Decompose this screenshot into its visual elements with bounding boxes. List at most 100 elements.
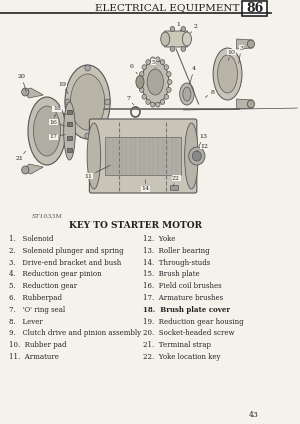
FancyBboxPatch shape [164, 31, 188, 47]
Text: 9: 9 [183, 106, 300, 111]
Ellipse shape [184, 123, 198, 189]
Ellipse shape [218, 55, 238, 93]
Circle shape [142, 65, 146, 70]
Ellipse shape [136, 75, 144, 89]
Ellipse shape [213, 48, 242, 100]
Text: 18: 18 [54, 106, 62, 117]
Circle shape [167, 87, 171, 92]
Text: 20: 20 [18, 75, 26, 91]
Text: 4: 4 [190, 67, 196, 84]
Circle shape [146, 99, 150, 104]
Circle shape [170, 47, 175, 51]
Circle shape [189, 147, 205, 165]
Polygon shape [237, 99, 253, 109]
Text: 86: 86 [246, 2, 263, 15]
Text: 16.  Field coil brushes: 16. Field coil brushes [143, 282, 221, 290]
Text: 2: 2 [190, 25, 198, 33]
Text: 4.   Reduction gear pinion: 4. Reduction gear pinion [9, 271, 102, 279]
Circle shape [181, 26, 185, 31]
Text: 2.   Solenoid plunger and spring: 2. Solenoid plunger and spring [9, 247, 124, 255]
Text: ELECTRICAL EQUIPMENT: ELECTRICAL EQUIPMENT [95, 3, 239, 12]
Circle shape [167, 72, 171, 77]
Circle shape [151, 102, 155, 107]
Circle shape [85, 133, 90, 139]
Text: 10.  Rubber pad: 10. Rubber pad [9, 341, 67, 349]
Text: 18.  Brush plate cover: 18. Brush plate cover [143, 306, 230, 314]
FancyBboxPatch shape [89, 119, 197, 193]
Circle shape [65, 99, 70, 105]
FancyBboxPatch shape [67, 110, 72, 114]
Ellipse shape [64, 102, 75, 160]
Ellipse shape [183, 87, 191, 101]
Text: 17: 17 [49, 134, 65, 139]
Circle shape [156, 102, 160, 107]
Text: 10: 10 [227, 50, 235, 60]
Text: 21.  Terminal strap: 21. Terminal strap [143, 341, 211, 349]
Text: 43: 43 [249, 411, 259, 419]
Text: 8: 8 [206, 89, 214, 97]
Circle shape [105, 99, 110, 105]
Circle shape [170, 26, 175, 31]
Circle shape [156, 57, 160, 62]
Text: 11.  Armature: 11. Armature [9, 353, 59, 361]
Circle shape [151, 57, 155, 62]
Text: 19: 19 [58, 81, 68, 94]
Circle shape [167, 80, 172, 84]
Circle shape [181, 47, 185, 51]
Ellipse shape [161, 32, 170, 46]
Polygon shape [23, 88, 43, 98]
Circle shape [140, 72, 144, 77]
Text: 15: 15 [53, 106, 66, 114]
Circle shape [160, 99, 165, 104]
Circle shape [192, 151, 201, 161]
Text: 8.   Lever: 8. Lever [9, 318, 43, 326]
Text: 20.  Socket-headed screw: 20. Socket-headed screw [143, 329, 234, 338]
Circle shape [160, 60, 165, 64]
Text: 16: 16 [49, 120, 65, 126]
Text: 13.  Roller bearing: 13. Roller bearing [143, 247, 209, 255]
Circle shape [248, 40, 255, 48]
Ellipse shape [87, 123, 101, 189]
Text: 3: 3 [239, 45, 243, 63]
Circle shape [146, 60, 150, 64]
Ellipse shape [65, 65, 110, 139]
Text: 7: 7 [126, 95, 134, 105]
Circle shape [85, 65, 90, 71]
Text: 1: 1 [177, 22, 181, 31]
Text: 21: 21 [16, 151, 26, 162]
FancyBboxPatch shape [242, 1, 267, 16]
Text: 6.   Rubberpad: 6. Rubberpad [9, 294, 62, 302]
Text: ST1033M: ST1033M [32, 215, 62, 220]
Circle shape [164, 65, 169, 70]
Circle shape [248, 100, 255, 108]
Polygon shape [23, 164, 43, 174]
Circle shape [22, 88, 29, 96]
Text: 14.  Through-studs: 14. Through-studs [143, 259, 210, 267]
Text: 1.   Solenoid: 1. Solenoid [9, 235, 53, 243]
Text: 12: 12 [196, 143, 208, 151]
Text: 14: 14 [141, 180, 149, 192]
FancyBboxPatch shape [67, 136, 72, 140]
Circle shape [142, 94, 146, 99]
Text: 5.   Reduction gear: 5. Reduction gear [9, 282, 77, 290]
Text: 11: 11 [85, 165, 110, 179]
Ellipse shape [182, 32, 191, 46]
Ellipse shape [70, 74, 105, 130]
Text: 6: 6 [130, 64, 137, 74]
Text: 22: 22 [172, 176, 180, 186]
Text: 17.  Armature brushes: 17. Armature brushes [143, 294, 223, 302]
Text: 13: 13 [199, 134, 207, 146]
Polygon shape [237, 39, 253, 49]
Text: 3.   Drive-end bracket and bush: 3. Drive-end bracket and bush [9, 259, 121, 267]
Text: 7.   'O' ring seal: 7. 'O' ring seal [9, 306, 65, 314]
Circle shape [22, 166, 29, 174]
Circle shape [139, 80, 143, 84]
Circle shape [140, 87, 144, 92]
FancyBboxPatch shape [67, 148, 72, 152]
FancyBboxPatch shape [105, 137, 181, 175]
Ellipse shape [147, 69, 164, 95]
Text: 19.  Reduction gear housing: 19. Reduction gear housing [143, 318, 243, 326]
Text: KEY TO STARTER MOTOR: KEY TO STARTER MOTOR [69, 220, 202, 229]
Circle shape [164, 94, 169, 99]
FancyBboxPatch shape [170, 185, 178, 190]
